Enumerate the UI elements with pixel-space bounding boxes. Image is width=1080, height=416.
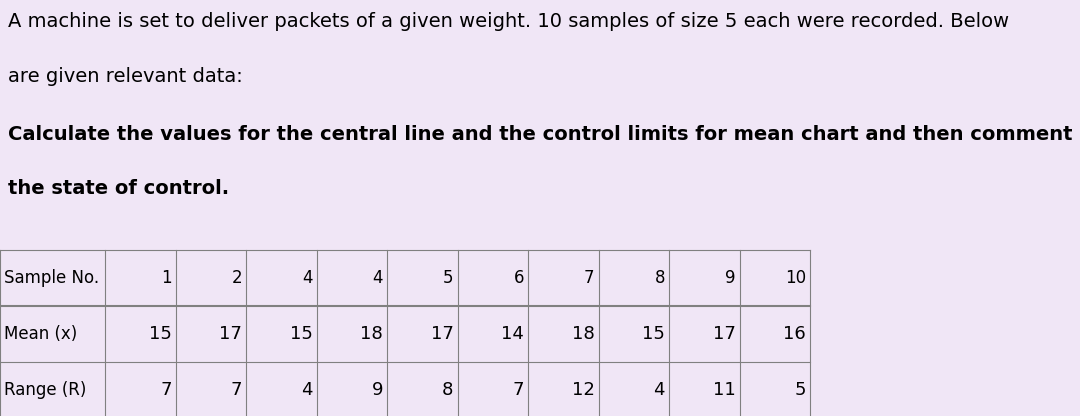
Text: 17: 17 (219, 325, 242, 343)
Text: 17: 17 (431, 325, 454, 343)
Text: 15: 15 (643, 325, 665, 343)
Text: Mean (x): Mean (x) (4, 325, 78, 343)
Text: 7: 7 (231, 381, 242, 399)
Text: 4: 4 (301, 381, 313, 399)
Text: 1: 1 (161, 269, 172, 287)
Text: 16: 16 (783, 325, 806, 343)
Text: Sample No.: Sample No. (4, 269, 99, 287)
Text: 8: 8 (442, 381, 454, 399)
Text: 8: 8 (654, 269, 665, 287)
Text: 2: 2 (231, 269, 242, 287)
Text: 9: 9 (372, 381, 383, 399)
Text: 12: 12 (571, 381, 595, 399)
Text: are given relevant data:: are given relevant data: (9, 67, 243, 86)
Text: 7: 7 (584, 269, 595, 287)
Text: 10: 10 (785, 269, 806, 287)
Text: 7: 7 (160, 381, 172, 399)
Text: 5: 5 (443, 269, 454, 287)
Text: Calculate the values for the central line and the control limits for mean chart : Calculate the values for the central lin… (9, 125, 1080, 144)
Text: 15: 15 (289, 325, 313, 343)
Text: 4: 4 (373, 269, 383, 287)
Text: A machine is set to deliver packets of a given weight. 10 samples of size 5 each: A machine is set to deliver packets of a… (9, 12, 1009, 32)
Text: 4: 4 (302, 269, 313, 287)
Text: Range (R): Range (R) (4, 381, 86, 399)
Text: 17: 17 (713, 325, 735, 343)
Text: 11: 11 (713, 381, 735, 399)
Text: 14: 14 (501, 325, 524, 343)
Text: 18: 18 (361, 325, 383, 343)
Text: 9: 9 (725, 269, 735, 287)
Text: 6: 6 (514, 269, 524, 287)
Text: 4: 4 (653, 381, 665, 399)
Text: 18: 18 (571, 325, 595, 343)
Text: the state of control.: the state of control. (9, 179, 229, 198)
Text: 15: 15 (149, 325, 172, 343)
Text: 7: 7 (513, 381, 524, 399)
Text: 5: 5 (795, 381, 806, 399)
